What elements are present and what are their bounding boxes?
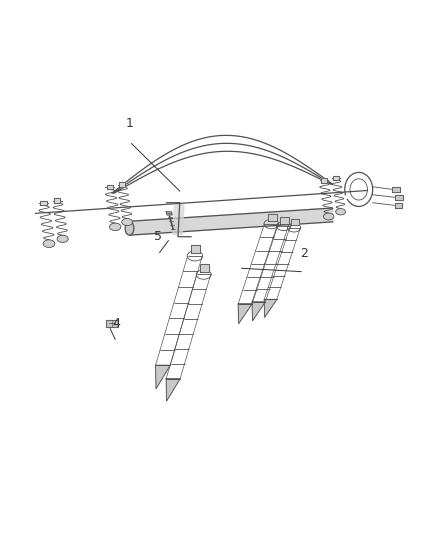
Ellipse shape bbox=[57, 235, 68, 243]
Polygon shape bbox=[106, 320, 118, 327]
Ellipse shape bbox=[43, 240, 55, 247]
Polygon shape bbox=[395, 203, 403, 208]
Polygon shape bbox=[268, 214, 277, 221]
Polygon shape bbox=[166, 212, 172, 215]
Polygon shape bbox=[392, 187, 400, 192]
Ellipse shape bbox=[336, 208, 346, 215]
Polygon shape bbox=[291, 219, 299, 225]
Polygon shape bbox=[396, 195, 403, 200]
Polygon shape bbox=[107, 185, 113, 189]
Polygon shape bbox=[252, 302, 265, 321]
Ellipse shape bbox=[110, 223, 121, 231]
Ellipse shape bbox=[125, 221, 134, 235]
Polygon shape bbox=[238, 304, 252, 324]
Polygon shape bbox=[129, 208, 333, 235]
Text: 5: 5 bbox=[154, 230, 162, 243]
Text: 1: 1 bbox=[126, 117, 134, 130]
Text: 4: 4 bbox=[113, 317, 120, 330]
Ellipse shape bbox=[122, 219, 133, 225]
Polygon shape bbox=[40, 200, 46, 205]
Polygon shape bbox=[54, 198, 60, 203]
Polygon shape bbox=[166, 378, 180, 401]
Polygon shape bbox=[200, 264, 209, 272]
Polygon shape bbox=[321, 178, 327, 182]
Polygon shape bbox=[155, 365, 170, 389]
Text: 2: 2 bbox=[300, 247, 308, 260]
Ellipse shape bbox=[323, 213, 334, 220]
Polygon shape bbox=[264, 300, 277, 318]
Polygon shape bbox=[280, 216, 289, 223]
Polygon shape bbox=[173, 205, 184, 235]
Polygon shape bbox=[191, 245, 201, 253]
Polygon shape bbox=[119, 182, 125, 187]
Polygon shape bbox=[333, 176, 339, 180]
